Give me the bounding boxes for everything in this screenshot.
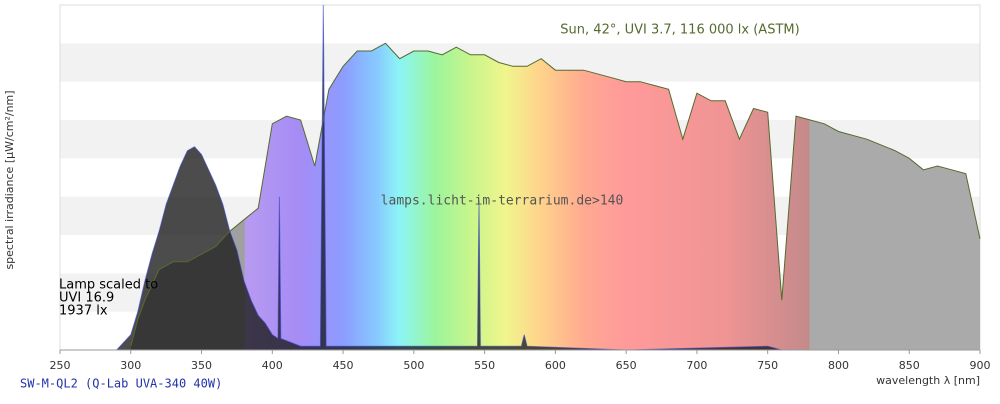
x-tick-label: 650 [616, 359, 637, 372]
x-tick-label: 750 [757, 359, 778, 372]
annotation: Lamp scaled to [59, 278, 158, 293]
x-tick-label: 400 [262, 359, 283, 372]
sun-area [130, 43, 981, 351]
annotation: UVI 16.9 [59, 291, 114, 306]
x-tick-label: 850 [899, 359, 920, 372]
sun-line [130, 42, 981, 347]
y-axis-label: spectral irradiance [µW/cm²/nm] [3, 90, 16, 269]
annotation: 1937 lx [59, 304, 108, 319]
x-tick-label: 600 [545, 359, 566, 372]
x-tick-label: 900 [970, 359, 991, 372]
x-tick-label: 550 [474, 359, 495, 372]
watermark: lamps.licht-im-terrarium.de>140 [381, 194, 624, 209]
sun-label: Sun, 42°, UVI 3.7, 116 000 lx (ASTM) [560, 23, 799, 38]
lamp-area [116, 5, 782, 350]
x-tick-label: 450 [333, 359, 354, 372]
x-tick-label: 700 [686, 359, 707, 372]
x-axis-label: wavelength λ [nm] [876, 374, 980, 387]
x-tick-label: 350 [191, 359, 212, 372]
x-tick-label: 300 [120, 359, 141, 372]
x-tick-label: 800 [828, 359, 849, 372]
x-tick-label: 250 [50, 359, 71, 372]
x-tick-label: 500 [403, 359, 424, 372]
lamp-label: SW-M-QL2 (Q-Lab UVA-340 40W) [20, 377, 222, 391]
grid-band [60, 5, 980, 44]
lamp-line [116, 4, 782, 351]
